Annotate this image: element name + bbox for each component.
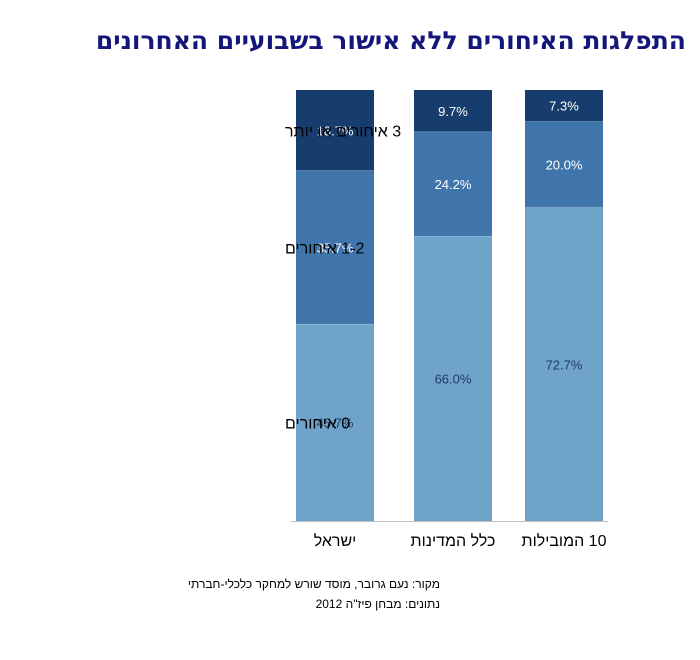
data-label-2-3: 9.7% xyxy=(438,104,468,119)
category-label-1: ישראל xyxy=(314,532,357,550)
series-labels-layer: 0 איחורים 1-2 איחורים 3 איחורים או יותר xyxy=(285,123,401,432)
series-label-2: 1-2 איחורים xyxy=(285,240,364,257)
bar-segment-1-3 xyxy=(296,90,374,171)
series-label-3: 3 איחורים או יותר xyxy=(285,123,401,140)
bar-segment-2-1 xyxy=(414,236,492,521)
bar-segment-1-1 xyxy=(296,324,374,521)
data-label-3-1: 72.7% xyxy=(546,357,583,372)
category-label-3: 10 המובילות xyxy=(522,532,607,550)
segment-labels-layer: 45.7% 35.7% 18.7% 66.0% 24.2% 9.7% 72.7% 20.0% 7… xyxy=(317,99,583,431)
data-label-2-2: 24.2% xyxy=(435,177,472,192)
data-label-2-1: 66.0% xyxy=(435,372,472,387)
category-label-2: כלל המדינות xyxy=(411,532,496,550)
bar-segment-2-3 xyxy=(414,90,492,132)
data-label-3-2: 20.0% xyxy=(546,158,583,173)
data-line: נתונים: מבחן פיז"ה 2012 xyxy=(315,597,440,611)
chart-title: התפלגות האיחורים ללא אישור בשבועיים האחר… xyxy=(95,26,686,55)
series-label-1: 0 איחורים xyxy=(285,416,350,433)
data-label-3-3: 7.3% xyxy=(549,99,579,114)
data-label-1-3: 18.7% xyxy=(317,123,354,138)
bars-layer xyxy=(296,90,603,521)
bar-segment-3-1 xyxy=(525,207,603,521)
bar-segment-3-3 xyxy=(525,90,603,122)
data-label-1-1: 45.7% xyxy=(317,416,354,431)
bar-segment-3-2 xyxy=(525,121,603,208)
data-label-1-2: 35.7% xyxy=(317,240,354,255)
source-line: מקור: נעם גרובר, מוסד שורש למחקר כלכלי-ח… xyxy=(187,577,440,591)
bar-segment-1-2 xyxy=(296,170,374,325)
x-axis: ישראל כלל המדינות 10 המובילות xyxy=(291,521,608,550)
source-note: מקור: נעם גרובר, מוסד שורש למחקר כלכלי-ח… xyxy=(80,574,440,614)
bar-segment-2-2 xyxy=(414,131,492,237)
